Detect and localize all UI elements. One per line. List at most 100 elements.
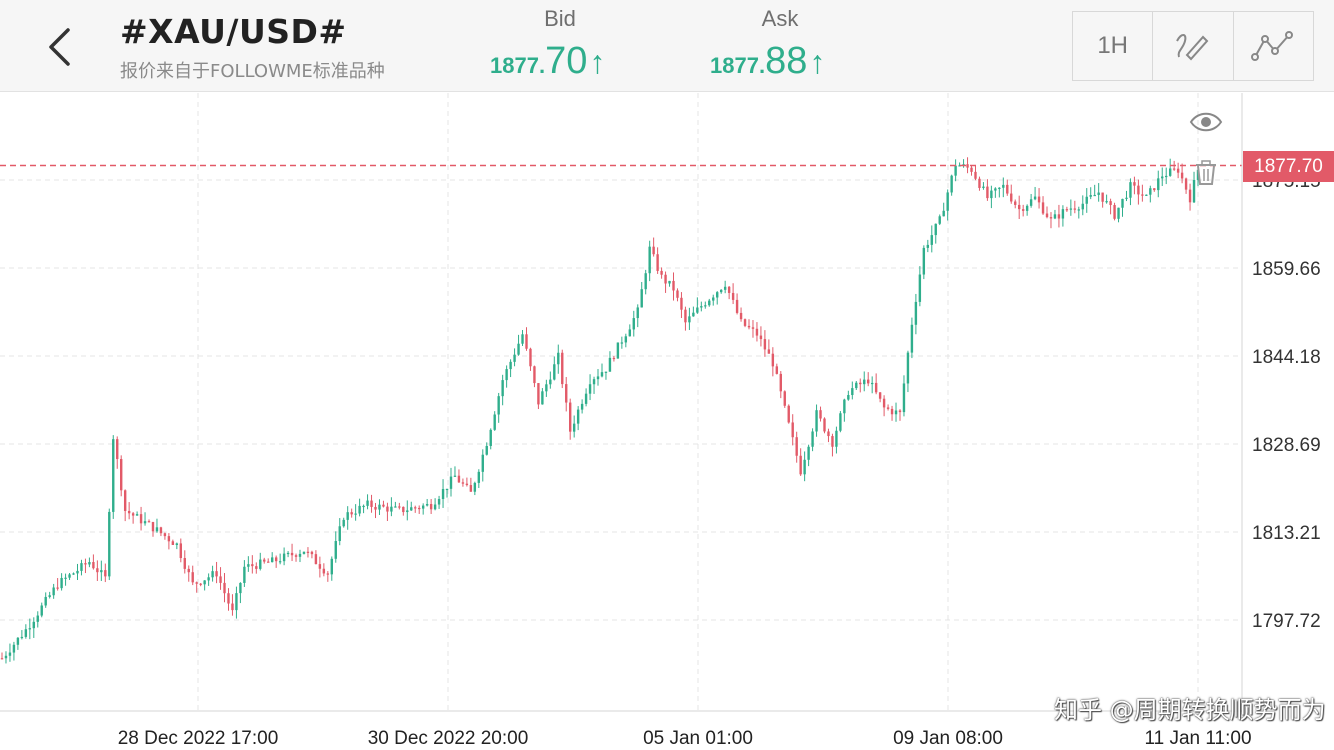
bid-label: Bid [544,6,576,31]
candle-up [247,564,250,567]
candle-down [676,290,679,298]
candle-up [954,165,957,176]
candle-up [286,552,290,555]
x-axis-tick-label: 09 Jan 08:00 [893,728,1003,749]
candle-up [64,577,67,579]
ask-quote: Ask 1877. 88 ↑ [710,6,850,83]
candle-up [1161,176,1164,179]
trash-icon[interactable] [1194,160,1218,186]
candle-up [501,380,504,397]
candle-down [1153,188,1156,191]
candle-up [604,371,608,373]
candle-down [104,570,107,577]
candle-up [1081,203,1084,210]
candle-down [123,490,127,511]
chevron-left-icon [49,28,70,66]
candle-up [640,289,643,308]
back-button[interactable] [34,22,84,72]
eye-icon[interactable] [1188,108,1224,136]
candle-up [211,571,214,578]
candle-up [835,430,838,447]
candle-up [1069,208,1073,210]
candle-up [704,305,707,307]
y-axis-tick-label: 1813.21 [1252,523,1321,544]
candle-down [1065,209,1069,211]
candle-up [278,561,282,563]
candle-up [481,454,484,472]
candle-up [918,274,922,302]
candle-up [1168,168,1172,176]
candle-up [509,361,512,370]
candle-down [310,551,314,555]
candle-up [803,459,806,475]
candle-down [886,407,890,409]
candle-up [72,573,75,575]
candle-down [529,348,532,367]
candle-down [1137,185,1140,195]
candle-down [306,551,310,553]
candle-up [1121,198,1124,208]
candle-down [350,512,353,515]
candle-down [318,564,322,569]
candle-up [692,312,695,317]
ask-price: 1877. 88 ↑ [710,40,850,83]
indicator-button[interactable] [1234,12,1313,80]
x-axis-tick-label: 28 Dec 2022 17:00 [118,728,279,749]
current-price-tag: 1877.70 [1243,151,1334,182]
candle-up [24,629,28,637]
candle-up [1145,194,1148,196]
candle-down [1021,209,1025,211]
candle-up [4,655,8,659]
candle-down [429,503,433,510]
candle-down [1188,189,1192,203]
candle-down [978,178,981,188]
candle-down [747,325,751,328]
candle-down [1101,192,1104,202]
candle-up [302,551,306,554]
candle-up [592,379,596,385]
candle-down [1010,193,1013,202]
candle-down [1172,168,1176,170]
candle-up [914,301,918,325]
candle-down [787,405,790,423]
draw-tool-button[interactable] [1153,12,1234,80]
candle-up [1093,194,1096,197]
candle-down [767,349,771,354]
candle-up [934,223,937,236]
candle-up [1002,184,1005,188]
candle-up [394,506,397,508]
candle-down [739,312,743,320]
candle-up [851,388,854,396]
candle-down [179,543,183,559]
candle-down [1041,202,1045,214]
candle-down [255,566,258,569]
candle-up [616,342,620,359]
candle-down [771,353,775,367]
candle-down [1006,184,1009,194]
candle-up [1085,196,1088,204]
candle-up [1149,188,1152,195]
candle-down [878,392,882,399]
candle-up [203,580,206,585]
candle-up [855,382,858,389]
candle-down [795,437,798,456]
timeframe-button[interactable]: 1H [1073,12,1154,80]
candle-up [175,543,179,545]
candle-down [187,568,190,573]
candle-up [998,187,1001,189]
chart-grid [0,93,1242,711]
x-axis-labels: 28 Dec 2022 17:00 30 Dec 2022 20:00 05 Jan… [118,728,1252,749]
candle-up [100,570,103,573]
candlestick-chart[interactable]: 1875.15 1859.661844.181828.691813.211797… [0,93,1334,750]
candle-down [402,506,405,513]
candle-down [799,455,802,475]
candle-up [342,519,345,527]
candle-up [1089,195,1092,197]
candle-up [557,352,560,365]
candle-up [112,439,115,512]
candle-down [398,506,401,508]
candle-down [727,286,731,293]
candle-down [461,482,465,484]
candle-up [155,527,159,532]
candle-up [207,577,210,581]
